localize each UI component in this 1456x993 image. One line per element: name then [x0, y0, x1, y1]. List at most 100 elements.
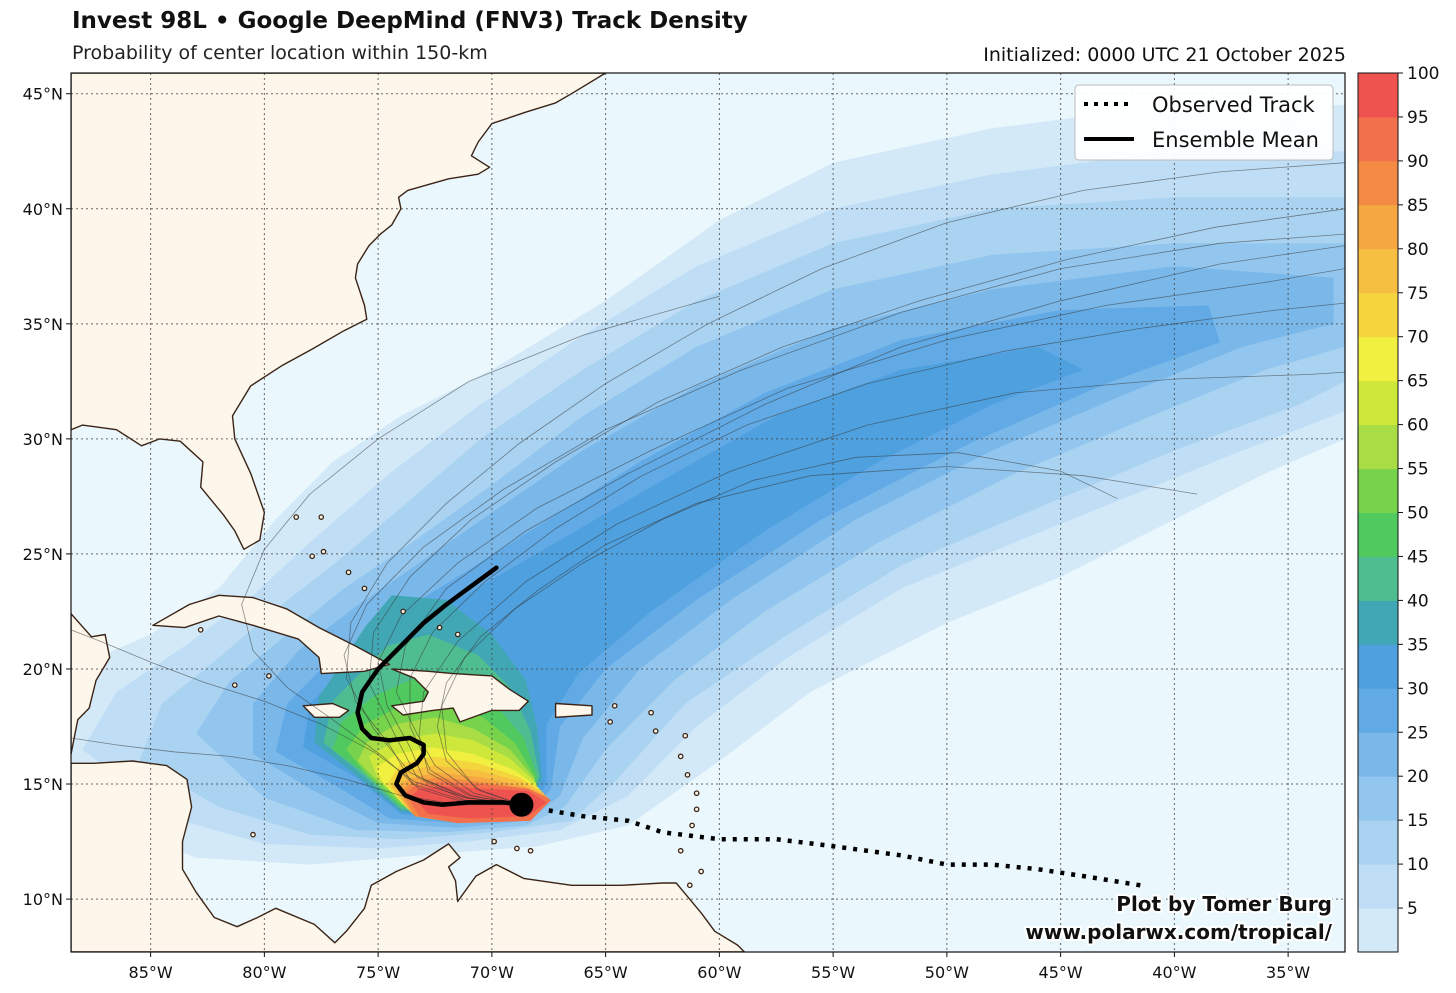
island-1: [684, 771, 691, 778]
lat-tick-label: 20°N: [23, 660, 63, 679]
island-3: [693, 806, 700, 813]
colorbar-tick-label: 35: [1407, 635, 1429, 655]
lat-tick-label: 45°N: [23, 85, 63, 104]
ensemble-member-track-7: [71, 629, 522, 806]
island-27: [686, 882, 693, 889]
legend-box: [1074, 84, 1334, 161]
colorbar-tick-label: 25: [1407, 723, 1429, 743]
colorbar-segment: [1358, 336, 1398, 382]
map-subtitle: Probability of center location within 15…: [72, 42, 488, 64]
ensemble-member-track-1: [395, 245, 1345, 806]
colorbar-tick-label: 80: [1407, 240, 1429, 260]
credit-author: Plot by Tomer Burg: [1116, 892, 1332, 916]
colorbar-tick-label: 60: [1407, 416, 1429, 436]
colorbar-segment: [1358, 776, 1398, 821]
initialized-time: Initialized: 0000 UTC 21 October 2025: [983, 44, 1346, 66]
lat-tick-label: 10°N: [23, 890, 63, 909]
lat-tick-label: 40°N: [23, 200, 63, 219]
colorbar-segment: [1358, 864, 1398, 909]
island-14: [309, 553, 315, 560]
colorbar-tick-label: 95: [1407, 108, 1429, 128]
legend-mean-label: Ensemble Mean: [1152, 128, 1319, 152]
map-legend: Observed Track Ensemble Mean: [1074, 84, 1334, 161]
lat-tick-label: 15°N: [23, 775, 63, 794]
lon-tick-label: 40°W: [1152, 963, 1196, 982]
ensemble-member-track-5: [436, 466, 1198, 806]
colorbar-segment: [1358, 688, 1398, 733]
map-frame: [70, 72, 1346, 953]
landmass-0: [71, 73, 607, 550]
colorbar-segment: [1358, 820, 1398, 865]
ensemble-mean-line: [355, 565, 524, 807]
island-24: [266, 673, 272, 679]
island-2: [693, 790, 700, 797]
colorbar-segment: [1358, 600, 1398, 645]
island-23: [231, 682, 238, 688]
colorbar-tick-label: 5: [1407, 899, 1418, 919]
colorbar-segment: [1358, 292, 1398, 338]
colorbar-tick-label: 85: [1407, 196, 1429, 216]
colorbar-tick-label: 55: [1407, 460, 1429, 480]
island-4: [689, 822, 695, 829]
island-5: [677, 847, 684, 854]
island-0: [677, 753, 684, 760]
ensemble-member-track-4: [241, 295, 720, 806]
colorbar-tick-label: 75: [1407, 284, 1429, 304]
colorbar-tick-label: 70: [1407, 328, 1429, 348]
island-17: [361, 585, 368, 592]
island-12: [491, 838, 497, 845]
colorbar-tick-label: 50: [1407, 504, 1429, 524]
island-7: [652, 728, 659, 734]
ensemble-member-track-0: [377, 268, 1345, 806]
island-20: [454, 631, 461, 638]
map-title: Invest 98L • Google DeepMind (FNV3) Trac…: [72, 8, 748, 34]
colorbar-segment: [1358, 732, 1398, 777]
axis-ticks: 85°W 80°W 75°W 70°W 65°W 60°W 55°W 50°W 45°W 40°W…: [23, 85, 1311, 982]
colorbar-segment: [1358, 512, 1398, 557]
colorbar-tick-label: 15: [1407, 811, 1429, 831]
island-11: [514, 845, 520, 852]
island-15: [320, 548, 327, 555]
colorbar-segment: [1358, 116, 1398, 162]
lon-tick-label: 50°W: [925, 963, 969, 982]
colorbar-segment: [1358, 424, 1398, 470]
colorbar-segment: [1358, 380, 1398, 426]
island-10: [607, 719, 614, 725]
storm-center-marker: [509, 792, 534, 817]
ensemble-member-track-6: [71, 737, 522, 806]
lon-tick-label: 35°W: [1266, 963, 1310, 982]
island-13: [527, 847, 534, 854]
ensemble-mean-layer: [355, 565, 534, 817]
landmass-2: [71, 760, 746, 952]
land-layer: [71, 73, 746, 952]
legend-observed-label: Observed Track: [1152, 93, 1315, 117]
colorbar-tick-label: 10: [1407, 855, 1429, 875]
island-22: [293, 514, 300, 520]
ensemble-member-track-9: [368, 208, 1345, 806]
colorbar-segment: [1358, 644, 1398, 689]
island-28: [250, 831, 256, 838]
colorbar-tick-label: 20: [1407, 767, 1429, 787]
lat-tick-label: 35°N: [23, 315, 63, 334]
colorbar-segment: [1358, 468, 1398, 513]
colorbar-tick-label: 100: [1407, 64, 1439, 84]
lon-tick-label: 75°W: [356, 963, 400, 982]
credit-url: www.polarwx.com/tropical/: [1025, 920, 1332, 944]
observed-track-layer: [541, 807, 1141, 888]
landmass-1: [71, 613, 111, 755]
island-9: [611, 702, 618, 709]
lon-tick-label: 55°W: [811, 963, 855, 982]
graticule: [71, 73, 1345, 952]
colorbar-tick-label: 90: [1407, 152, 1429, 172]
island-25: [197, 627, 204, 633]
colorbar-tick-label: 30: [1407, 679, 1429, 699]
colorbar-tick-label: 45: [1407, 547, 1429, 567]
lon-tick-label: 80°W: [242, 963, 286, 982]
lat-tick-label: 25°N: [23, 545, 63, 564]
lon-tick-label: 60°W: [697, 963, 741, 982]
island-6: [682, 732, 689, 739]
island-8: [648, 709, 654, 716]
colorbar: 5 10 15 20 25 30 35 40 45 50 55 60 65 70 75 80 85 90 95 100: [1357, 64, 1439, 953]
island-21: [318, 514, 325, 520]
